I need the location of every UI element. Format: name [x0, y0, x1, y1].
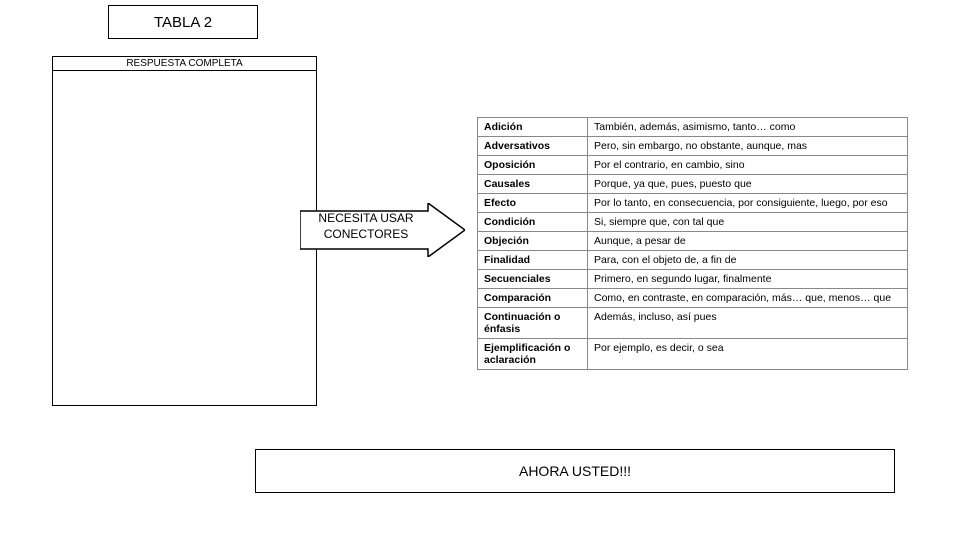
category-cell: Condición: [478, 213, 588, 232]
table-row: Efecto Por lo tanto, en consecuencia, po…: [478, 194, 908, 213]
category-cell: Objeción: [478, 232, 588, 251]
table-row: Adversativos Pero, sin embargo, no obsta…: [478, 137, 908, 156]
examples-cell: Si, siempre que, con tal que: [588, 213, 908, 232]
examples-cell: Para, con el objeto de, a fin de: [588, 251, 908, 270]
examples-cell: Porque, ya que, pues, puesto que: [588, 175, 908, 194]
category-cell: Adversativos: [478, 137, 588, 156]
table-row: Continuación o énfasis Además, incluso, …: [478, 308, 908, 339]
category-cell: Oposición: [478, 156, 588, 175]
table-row: Adición También, además, asimismo, tanto…: [478, 118, 908, 137]
examples-cell: Además, incluso, así pues: [588, 308, 908, 339]
examples-cell: Por ejemplo, es decir, o sea: [588, 339, 908, 370]
footer-box: AHORA USTED!!!: [255, 449, 895, 493]
arrow-line2: CONECTORES: [324, 227, 408, 241]
connector-table: Adición También, además, asimismo, tanto…: [477, 117, 908, 370]
title-text: TABLA 2: [154, 14, 212, 31]
examples-cell: Primero, en segundo lugar, finalmente: [588, 270, 908, 289]
category-cell: Secuenciales: [478, 270, 588, 289]
examples-cell: Aunque, a pesar de: [588, 232, 908, 251]
footer-text: AHORA USTED!!!: [519, 463, 631, 479]
examples-cell: Por el contrario, en cambio, sino: [588, 156, 908, 175]
table-row: Ejemplificación o aclaración Por ejemplo…: [478, 339, 908, 370]
category-cell: Ejemplificación o aclaración: [478, 339, 588, 370]
title-box: TABLA 2: [108, 5, 258, 39]
arrow-line1: NECESITA USAR: [318, 211, 413, 225]
category-cell: Adición: [478, 118, 588, 137]
table-row: Secuenciales Primero, en segundo lugar, …: [478, 270, 908, 289]
arrow: NECESITA USAR CONECTORES: [300, 203, 465, 257]
table-row: Oposición Por el contrario, en cambio, s…: [478, 156, 908, 175]
examples-cell: Por lo tanto, en consecuencia, por consi…: [588, 194, 908, 213]
table-row: Condición Si, siempre que, con tal que: [478, 213, 908, 232]
examples-cell: Como, en contraste, en comparación, más……: [588, 289, 908, 308]
category-cell: Continuación o énfasis: [478, 308, 588, 339]
category-cell: Causales: [478, 175, 588, 194]
connector-table-body: Adición También, además, asimismo, tanto…: [478, 118, 908, 370]
table-row: Finalidad Para, con el objeto de, a fin …: [478, 251, 908, 270]
arrow-label: NECESITA USAR CONECTORES: [300, 211, 432, 242]
table-row: Causales Porque, ya que, pues, puesto qu…: [478, 175, 908, 194]
examples-cell: Pero, sin embargo, no obstante, aunque, …: [588, 137, 908, 156]
examples-cell: También, además, asimismo, tanto… como: [588, 118, 908, 137]
category-cell: Comparación: [478, 289, 588, 308]
category-cell: Finalidad: [478, 251, 588, 270]
table-row: Objeción Aunque, a pesar de: [478, 232, 908, 251]
response-box: RESPUESTA COMPLETA: [52, 56, 317, 406]
category-cell: Efecto: [478, 194, 588, 213]
response-header: RESPUESTA COMPLETA: [53, 57, 316, 71]
table-row: Comparación Como, en contraste, en compa…: [478, 289, 908, 308]
